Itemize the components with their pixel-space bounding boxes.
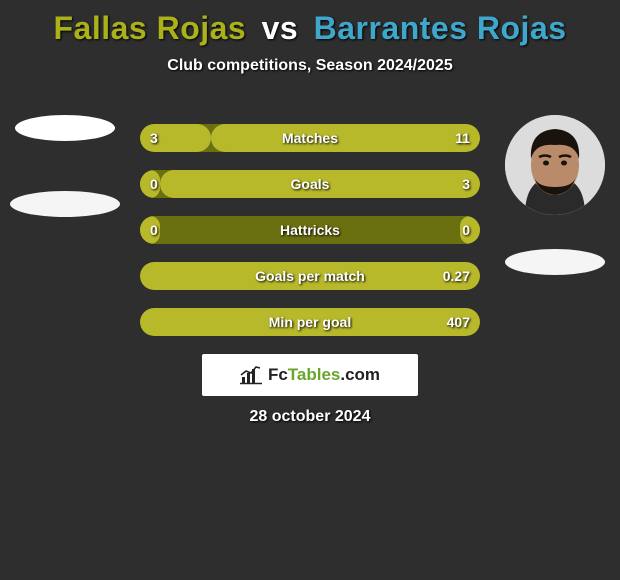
brand-box: FcTables.com: [202, 354, 418, 396]
brand-text: FcTables.com: [268, 365, 380, 385]
infographic-root: Fallas Rojas vs Barrantes Rojas Club com…: [0, 0, 620, 580]
brand-fc: Fc: [268, 365, 288, 384]
date-text: 28 october 2024: [0, 408, 620, 426]
player-left-name-placeholder: [10, 191, 120, 217]
title-vs: vs: [262, 10, 299, 46]
player-right-avatar: [505, 115, 605, 215]
bar-value-left: 3: [150, 124, 158, 152]
title-player2: Barrantes Rojas: [314, 10, 567, 46]
bar-fill-right: [211, 124, 480, 152]
bar-value-right: 11: [455, 124, 470, 152]
bar-fill-right: [160, 170, 480, 198]
stat-bar-row: 03Goals: [140, 170, 480, 198]
player-right-name-placeholder: [505, 249, 605, 275]
bar-label: Hattricks: [140, 216, 480, 244]
player-left-block: [10, 115, 120, 217]
stat-bar-row: 407Min per goal: [140, 308, 480, 336]
stat-bars: 311Matches03Goals00Hattricks0.27Goals pe…: [140, 124, 480, 354]
stat-bar-row: 311Matches: [140, 124, 480, 152]
bar-value-left: 0: [150, 170, 158, 198]
stat-bar-row: 0 0Hattricks: [140, 216, 480, 244]
brand-suffix: .com: [340, 365, 380, 384]
brand-tables: Tables: [288, 365, 341, 384]
stat-bar-row: 0.27Goals per match: [140, 262, 480, 290]
chart-icon: [240, 365, 262, 385]
avatar-face-icon: [505, 115, 605, 215]
player-right-block: [500, 115, 610, 275]
title-player1: Fallas Rojas: [53, 10, 246, 46]
bar-value-left: 0: [150, 216, 158, 244]
bar-value-right: 0: [462, 216, 470, 244]
bar-value-right: 407: [447, 308, 470, 336]
bar-fill-right: [140, 308, 480, 336]
page-title: Fallas Rojas vs Barrantes Rojas: [0, 0, 620, 47]
bar-value-right: 3: [462, 170, 470, 198]
subtitle: Club competitions, Season 2024/2025: [0, 57, 620, 75]
player-left-photo-placeholder: [15, 115, 115, 141]
bar-value-right: 0.27: [443, 262, 470, 290]
bar-fill-right: [140, 262, 480, 290]
